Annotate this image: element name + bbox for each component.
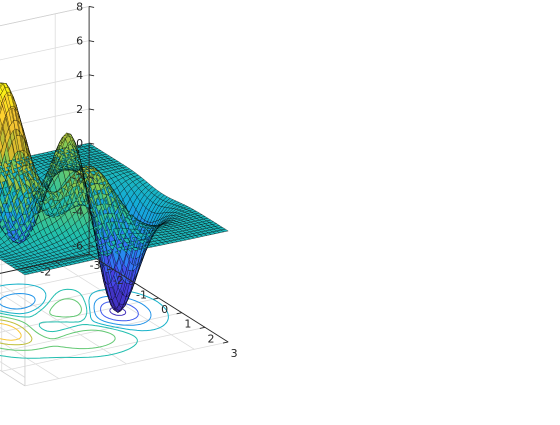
x-tick-label: -1 xyxy=(136,288,147,301)
x-tick-label: -3 xyxy=(90,259,101,272)
contour-line xyxy=(0,319,32,345)
z-tick-label: 6 xyxy=(76,35,83,48)
x-tick-label: 3 xyxy=(231,347,238,360)
z-tick-label: -4 xyxy=(72,205,83,218)
z-tick-label: -2 xyxy=(72,171,83,184)
x-tick-label: 0 xyxy=(161,303,168,316)
z-tick-label: 2 xyxy=(76,103,83,116)
z-tick xyxy=(89,41,94,42)
z-tick xyxy=(89,6,94,7)
back-wall-grid-line-z xyxy=(0,290,25,378)
x-tick-label: 2 xyxy=(208,332,215,345)
x-tick xyxy=(200,327,205,328)
z-tick-label: 4 xyxy=(76,69,83,82)
x-tick xyxy=(177,313,182,314)
z-tick-label: -6 xyxy=(72,240,83,253)
z-tick-label: 8 xyxy=(76,0,83,13)
x-tick xyxy=(223,342,228,343)
x-tick xyxy=(153,298,158,299)
x-tick-label: 1 xyxy=(184,318,191,331)
x-tick-label: -2 xyxy=(113,274,124,287)
z-tick xyxy=(89,109,94,110)
z-tick xyxy=(89,75,94,76)
y-tick-label: -2 xyxy=(40,265,51,278)
floor-grid-line-x xyxy=(0,269,112,313)
z-tick-label: 0 xyxy=(76,137,83,150)
